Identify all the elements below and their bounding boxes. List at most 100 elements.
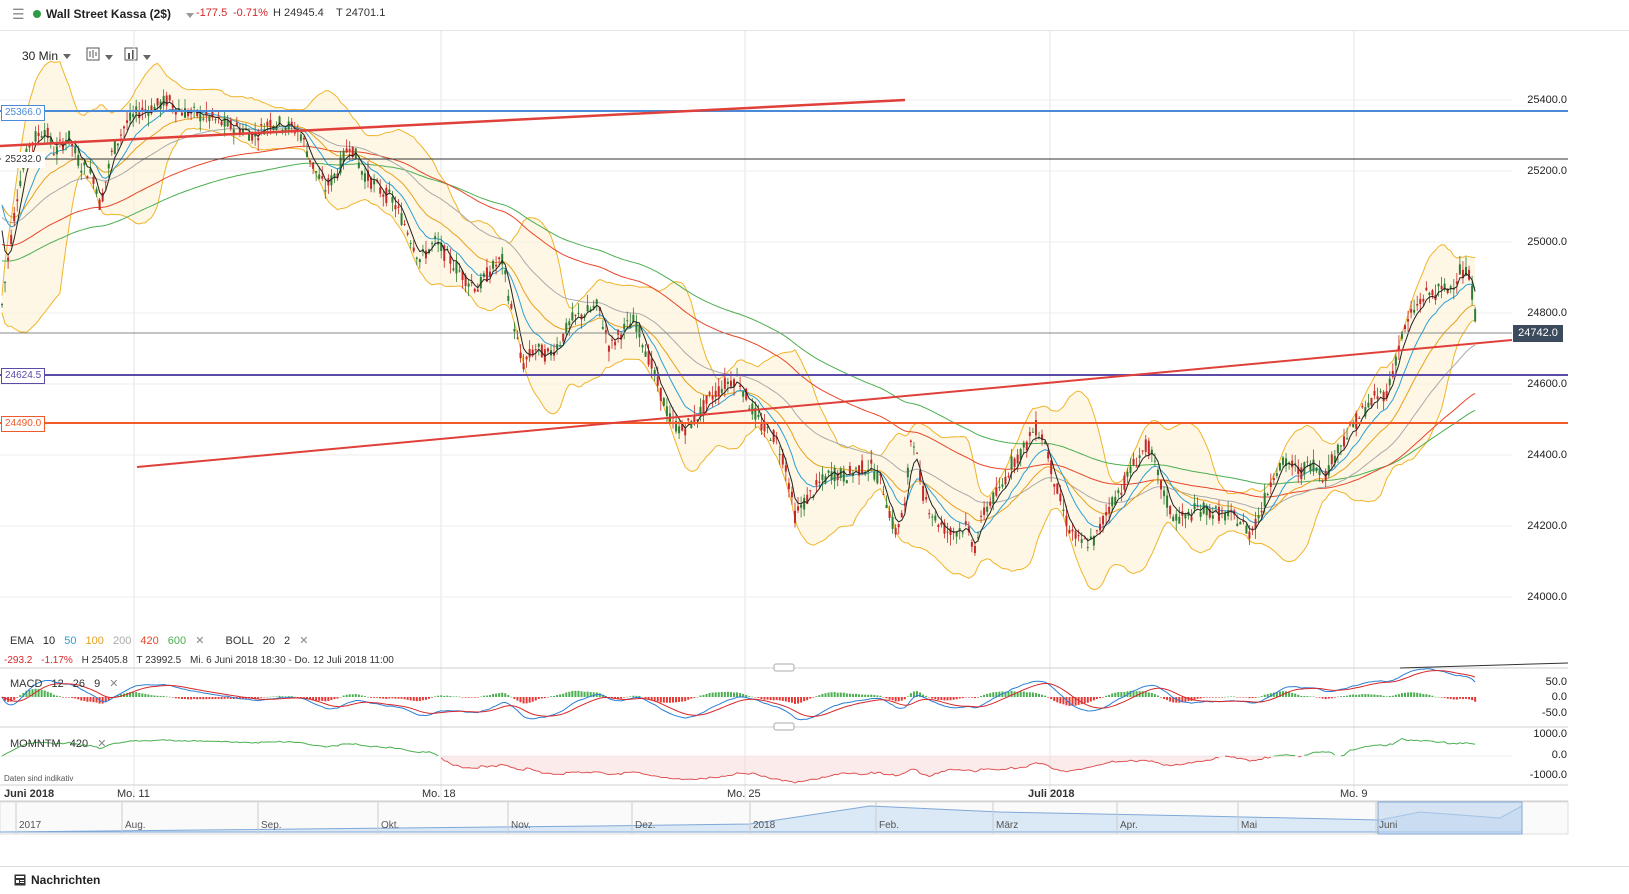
macd-bar xyxy=(162,695,165,697)
candle-body xyxy=(306,151,308,157)
candle-body xyxy=(1163,490,1166,497)
macd-bar xyxy=(196,697,199,700)
macd-bar xyxy=(736,692,739,697)
candle-body xyxy=(1065,515,1068,527)
candle-body xyxy=(574,314,577,316)
candle-body xyxy=(696,419,699,421)
hamburger-icon[interactable]: ☰ xyxy=(12,6,25,22)
candle-body xyxy=(1211,515,1214,519)
navigator-dividers xyxy=(15,802,1377,834)
candle-body xyxy=(1135,466,1138,468)
remove-momentum-icon[interactable]: ✕ xyxy=(97,738,107,750)
remove-boll-icon[interactable]: ✕ xyxy=(299,635,309,647)
candle-body xyxy=(678,426,681,434)
momentum-legend: MOMNTM 420 ✕ xyxy=(10,737,112,750)
candle-body xyxy=(888,510,891,518)
candle-body xyxy=(498,257,501,260)
macd-bar xyxy=(1330,697,1333,699)
macd-bar xyxy=(568,691,571,697)
level-label-purple[interactable]: 24624.5 xyxy=(1,368,46,384)
momentum-period: 420 xyxy=(69,738,89,750)
ema-10-line xyxy=(1,101,1476,544)
macd-bar xyxy=(1153,694,1156,697)
macd-bar xyxy=(1117,692,1120,697)
macd-bar xyxy=(522,697,525,704)
macd-bar xyxy=(62,697,64,698)
candle-body xyxy=(77,155,80,166)
candle-body xyxy=(1190,516,1193,521)
candle-body xyxy=(193,106,196,108)
macd-bar xyxy=(1092,697,1095,701)
trendline-upper[interactable] xyxy=(0,98,906,148)
macd-bar xyxy=(391,697,394,699)
macd-bar xyxy=(1465,697,1467,699)
instrument-name[interactable]: Wall Street Kassa (2$) xyxy=(46,7,171,21)
macd-bar xyxy=(958,697,961,699)
main-chart[interactable] xyxy=(0,30,1629,866)
pane-resize-handle[interactable] xyxy=(773,722,795,731)
candle-body xyxy=(1013,458,1016,467)
macd-bar xyxy=(302,697,305,698)
candle-body xyxy=(1047,452,1050,459)
candle-body xyxy=(1236,523,1239,527)
candle-body xyxy=(1263,492,1266,507)
macd-bar xyxy=(641,697,644,698)
candle-body xyxy=(348,149,351,152)
candle-body xyxy=(1327,465,1330,476)
pane-resize-handle[interactable] xyxy=(773,663,795,672)
macd-bar xyxy=(65,697,68,698)
candle-body xyxy=(1431,290,1434,296)
candle-body xyxy=(1407,319,1410,322)
macd-bar xyxy=(1019,691,1022,697)
macd-bar xyxy=(534,697,537,701)
macd-bar xyxy=(452,696,455,698)
navigator-window[interactable] xyxy=(1377,801,1523,835)
level-label-black[interactable]: 25232.0 xyxy=(1,152,46,168)
candle-body xyxy=(586,305,589,312)
macd-bar xyxy=(592,692,595,697)
macd-bar xyxy=(403,697,406,700)
trendline-lower[interactable] xyxy=(136,339,1513,468)
instrument-dropdown-icon[interactable] xyxy=(181,7,194,25)
candle-body xyxy=(58,139,61,141)
macd-label: MACD xyxy=(10,678,43,690)
macd-bar xyxy=(894,697,897,702)
candle-body xyxy=(1364,407,1367,417)
macd-bar xyxy=(241,697,244,699)
candle-body xyxy=(1321,480,1324,482)
candle-body xyxy=(1214,506,1217,508)
macd-bar xyxy=(1059,697,1062,704)
candle-body xyxy=(1410,309,1413,313)
candle-body xyxy=(949,527,952,536)
level-label-orange[interactable]: 24490.0 xyxy=(1,416,46,432)
candle-body xyxy=(992,492,995,505)
macd-tick: -50.0 xyxy=(1541,707,1567,719)
macd-bar xyxy=(1211,697,1214,698)
macd-bar xyxy=(598,693,601,697)
range-info: -293.2 -1.17% H 25405.8 T 23992.5 Mi. 6 … xyxy=(4,655,400,666)
candle-body xyxy=(699,406,702,416)
macd-bar xyxy=(1336,696,1339,698)
macd-bar xyxy=(1041,694,1044,697)
macd-bar xyxy=(1455,697,1458,700)
candles xyxy=(1,89,1477,556)
session-low: T 24701.1 xyxy=(336,7,386,19)
macd-bar xyxy=(1199,697,1202,699)
remove-macd-icon[interactable]: ✕ xyxy=(109,678,119,690)
macd-bar xyxy=(336,697,339,699)
studies-selector[interactable] xyxy=(124,47,151,64)
bollinger-lower xyxy=(1,127,1476,591)
macd-bar xyxy=(1474,697,1477,702)
macd-bar xyxy=(1468,697,1471,700)
macd-bar xyxy=(790,697,793,703)
chart-type-selector[interactable] xyxy=(86,47,113,64)
remove-ema-icon[interactable]: ✕ xyxy=(195,635,205,647)
momentum-positive-line xyxy=(1,737,1476,757)
news-bar[interactable]: Nachrichten xyxy=(0,866,1629,894)
macd-bar xyxy=(71,697,74,698)
interval-selector[interactable]: 30 Min xyxy=(22,49,72,63)
macd-bar xyxy=(519,697,522,703)
level-label-blue[interactable]: 25366.0 xyxy=(1,105,46,121)
macd-bar xyxy=(25,690,28,697)
candle-body xyxy=(845,480,848,484)
